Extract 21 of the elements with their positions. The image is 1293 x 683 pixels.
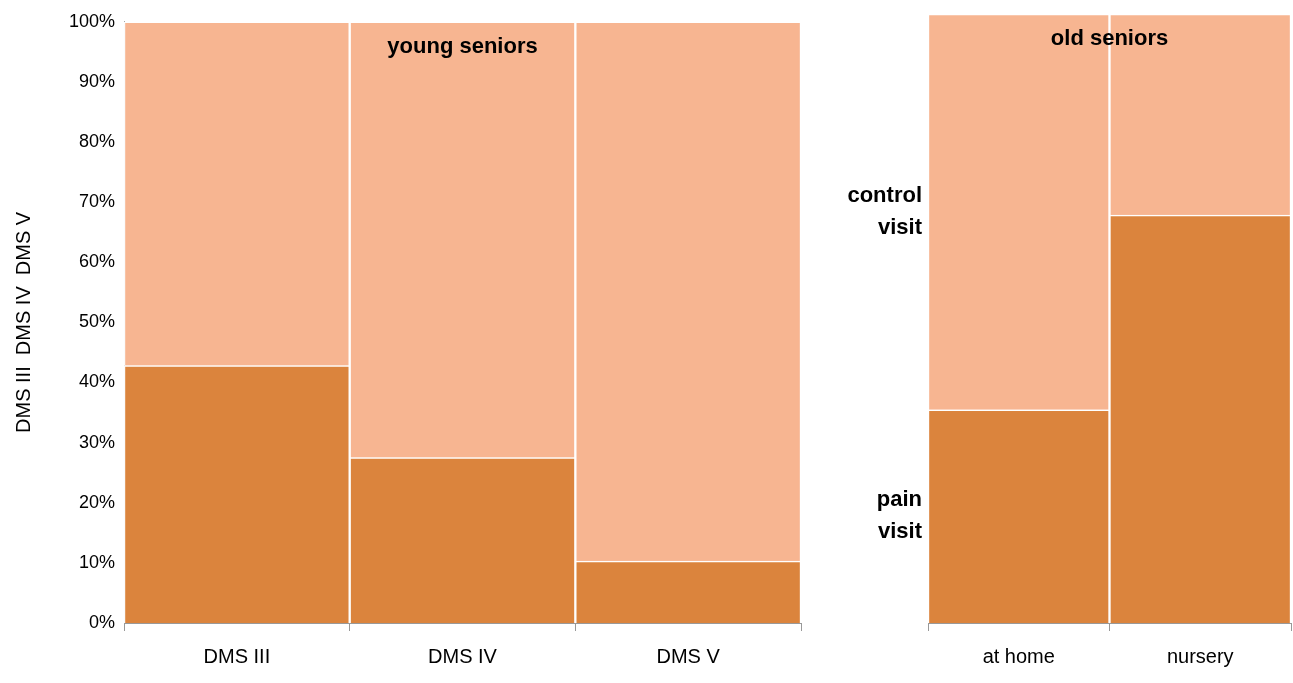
y-tick-label: 60% [79,251,116,272]
y-tick-label: 50% [79,311,116,332]
y-tick-label: 70% [79,191,116,212]
y-tick-label: 80% [79,131,116,152]
y-tick-label: 30% [79,431,116,452]
x-tick-label: nursery [1166,644,1234,667]
y-axis-title: DMS III DMS IV DMS V [11,211,34,433]
x-tick-label: DMS IV [428,644,498,667]
x-tick-label: at home [982,644,1055,667]
series-label: pain visit [876,486,923,544]
y-tick-label: 40% [79,371,116,392]
y-tick-label: 20% [79,491,116,512]
y-tick-label: 90% [79,70,116,91]
chart-title: old seniors [1050,25,1169,51]
series-label: control visit [847,181,923,239]
x-tick-label: DMS V [656,644,721,667]
x-tick-label: DMS III [203,644,271,667]
y-tick-label: 100% [68,10,116,31]
y-tick-label: 10% [79,551,116,572]
text: young seniors [387,32,538,58]
y-tick-label: 0% [89,611,116,632]
